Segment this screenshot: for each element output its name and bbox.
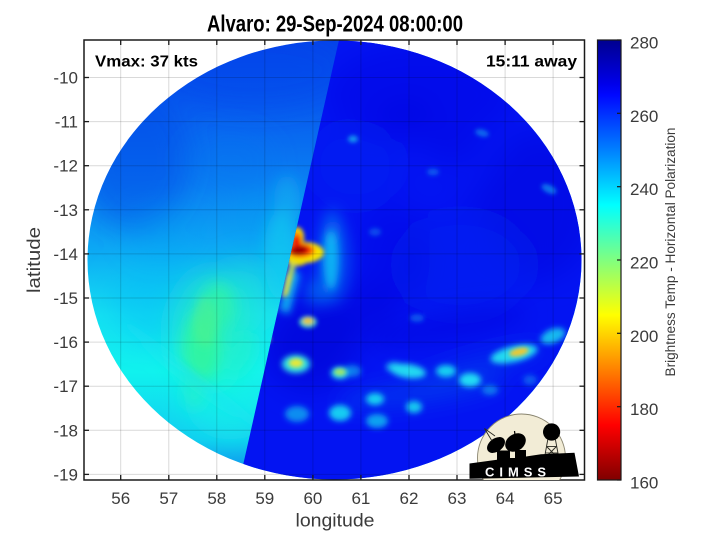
svg-text:62: 62 [400,489,419,508]
svg-text:280: 280 [630,34,658,53]
svg-text:15:11 away: 15:11 away [486,54,577,71]
svg-text:Vmax: 37 kts: Vmax: 37 kts [95,54,198,71]
svg-text:57: 57 [159,489,178,508]
svg-text:-18: -18 [53,421,78,440]
svg-text:160: 160 [630,474,658,493]
svg-text:-12: -12 [53,157,78,176]
svg-text:260: 260 [630,107,658,126]
svg-text:longitude: longitude [296,511,375,531]
svg-text:60: 60 [303,489,322,508]
svg-text:-10: -10 [53,69,78,88]
svg-text:59: 59 [255,489,274,508]
svg-text:58: 58 [207,489,226,508]
svg-text:-14: -14 [53,245,78,264]
svg-text:61: 61 [351,489,370,508]
svg-text:200: 200 [630,327,658,346]
svg-text:Alvaro: 29-Sep-2024 08:00:00: Alvaro: 29-Sep-2024 08:00:00 [207,11,463,37]
svg-text:65: 65 [544,489,563,508]
svg-text:-16: -16 [53,333,78,352]
svg-text:Brightness Temp - Horizontal P: Brightness Temp - Horizontal Polarizatio… [663,128,678,377]
svg-text:-13: -13 [53,201,78,220]
svg-text:-19: -19 [53,465,78,484]
svg-text:-17: -17 [53,377,78,396]
svg-text:63: 63 [448,489,467,508]
svg-text:latitude: latitude [24,227,44,293]
svg-text:180: 180 [630,400,658,419]
svg-text:240: 240 [630,180,658,199]
svg-text:220: 220 [630,254,658,273]
svg-text:-15: -15 [53,289,78,308]
svg-text:-11: -11 [55,113,78,132]
svg-text:CIMSS: CIMSS [485,465,551,480]
svg-text:56: 56 [111,489,130,508]
svg-text:64: 64 [496,489,515,508]
